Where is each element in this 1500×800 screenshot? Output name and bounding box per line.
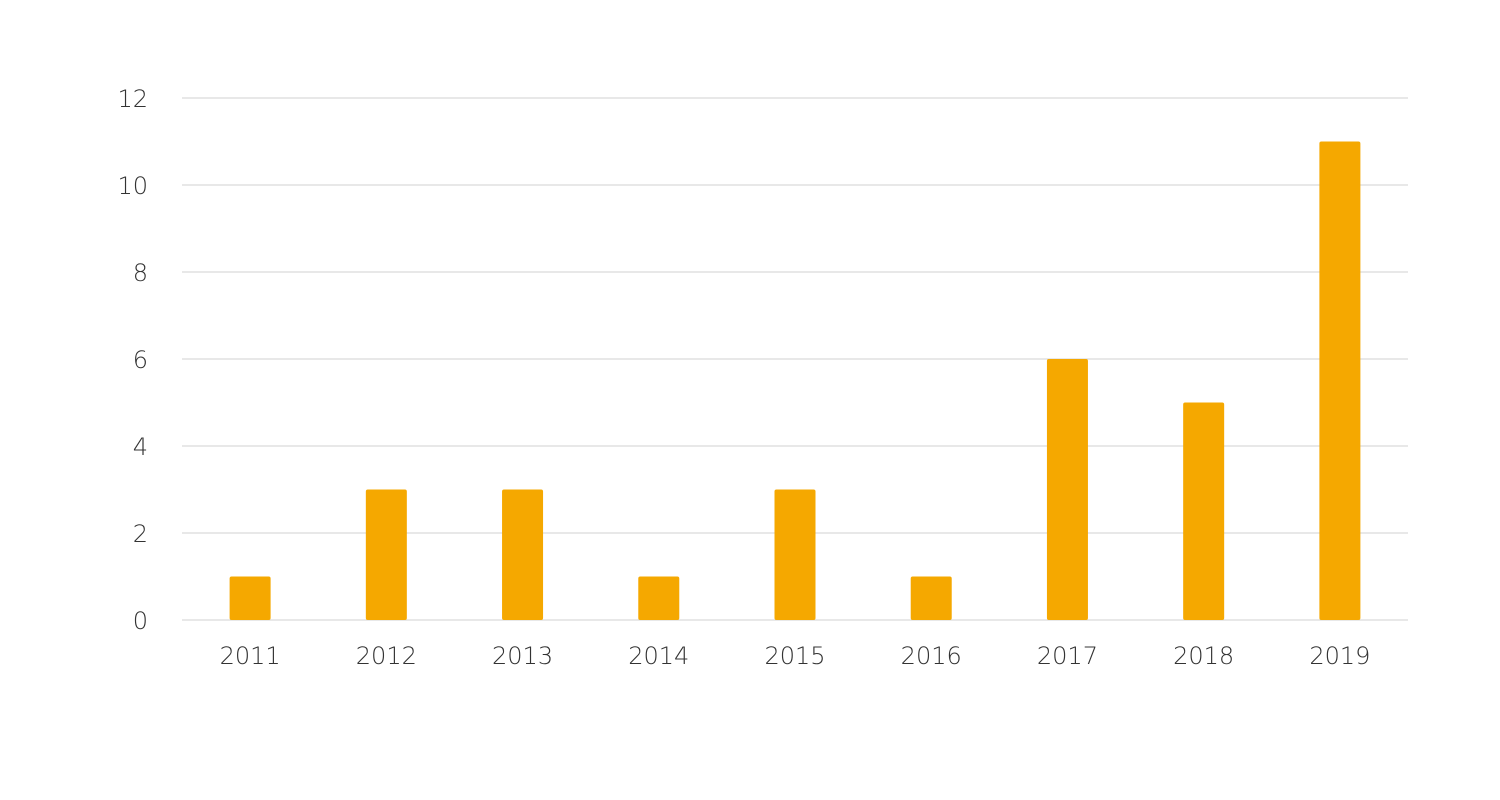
bar-2017 bbox=[1046, 359, 1088, 620]
x-tick-label: 2018 bbox=[1173, 642, 1234, 670]
bar-2014 bbox=[638, 576, 680, 620]
x-tick-label: 2014 bbox=[628, 642, 689, 670]
x-tick-label: 2012 bbox=[356, 642, 417, 670]
bars bbox=[229, 141, 1361, 620]
x-tick-label: 2013 bbox=[492, 642, 553, 670]
bar-2011 bbox=[229, 576, 271, 620]
y-tick-label: 12 bbox=[117, 85, 148, 113]
x-tick-label: 2016 bbox=[901, 642, 962, 670]
bar-2018 bbox=[1183, 402, 1225, 620]
y-tick-label: 8 bbox=[133, 259, 148, 287]
bar-2016 bbox=[910, 576, 952, 620]
y-tick-label: 0 bbox=[133, 607, 148, 635]
x-tick-label: 2019 bbox=[1309, 642, 1370, 670]
bar-2013 bbox=[502, 489, 544, 620]
y-tick-label: 6 bbox=[133, 346, 148, 374]
x-tick-label: 2017 bbox=[1037, 642, 1098, 670]
y-tick-label: 4 bbox=[133, 433, 148, 461]
bar-2019 bbox=[1319, 141, 1361, 620]
bar-2012 bbox=[365, 489, 407, 620]
bar-2015 bbox=[774, 489, 816, 620]
y-tick-label: 10 bbox=[117, 172, 148, 200]
y-axis-tick-labels: 0 2 4 6 8 10 12 bbox=[117, 85, 148, 635]
x-tick-label: 2011 bbox=[220, 642, 281, 670]
x-tick-label: 2015 bbox=[764, 642, 825, 670]
x-axis-tick-labels: 2011 2012 2013 2014 2015 2016 2017 2018 2019 bbox=[220, 642, 1371, 670]
y-tick-label: 2 bbox=[133, 520, 148, 548]
